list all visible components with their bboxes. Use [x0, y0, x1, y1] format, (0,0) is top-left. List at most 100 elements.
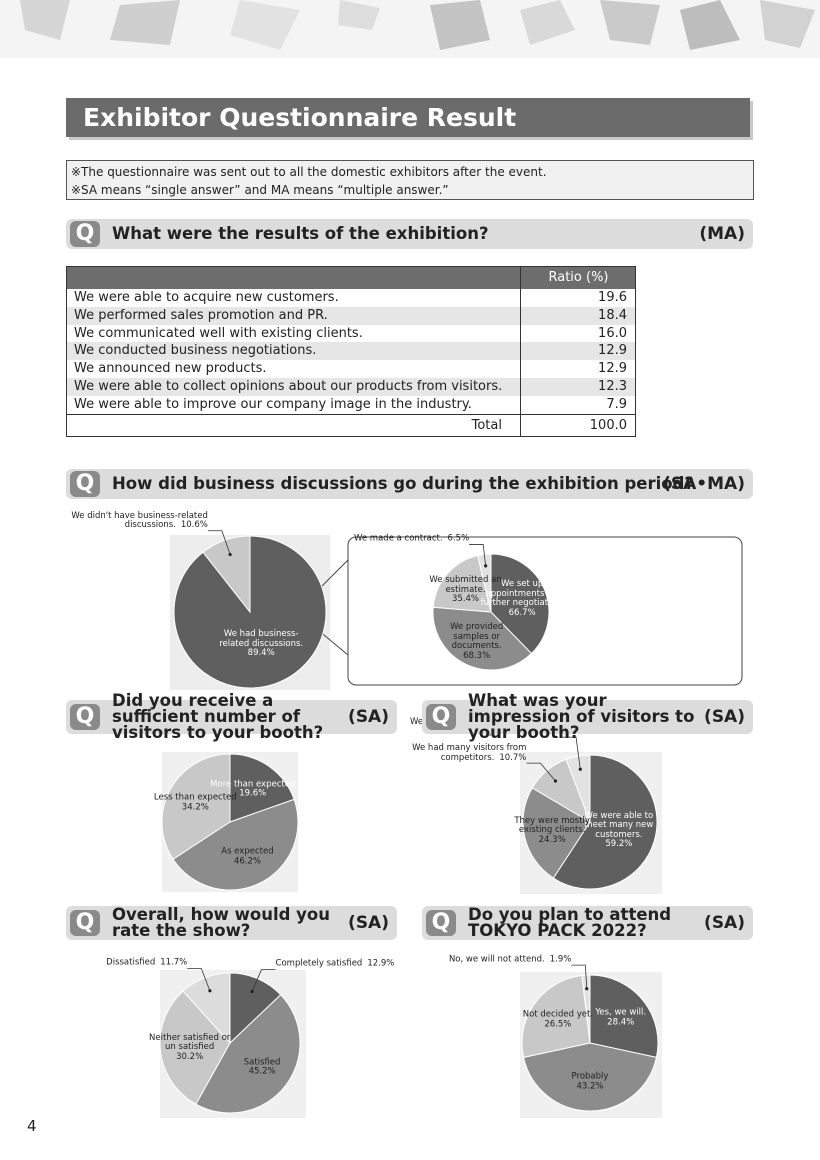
- question-header: Q How did business discussions go during …: [66, 469, 753, 499]
- slice-label: We were able to meet many new customers.…: [574, 810, 664, 850]
- value-label: 45.2%: [248, 1066, 276, 1077]
- question: What was your impression of visitors to …: [468, 691, 695, 742]
- slice-label: Neither satisfied or un satisfied 30.2%: [145, 1033, 235, 1062]
- leader-line: [526, 762, 556, 782]
- category-label: Satisfied: [243, 1057, 281, 1068]
- slice-label: We made a contract. 6.5%: [299, 533, 470, 545]
- answer-type: (SA): [704, 707, 745, 727]
- table-cell: 16.0: [598, 325, 627, 341]
- value-label: 10.7%: [499, 752, 527, 763]
- table-cell: We conducted business negotiations.: [74, 343, 317, 359]
- table-cell: We performed sales promotion and PR.: [74, 307, 328, 323]
- leader-line: [562, 736, 581, 770]
- slice-label: As expected 46.2%: [202, 847, 292, 867]
- category-label: Probably: [571, 1071, 609, 1082]
- leader-dot: [250, 989, 254, 994]
- slice-label: They were mostly existing clients. 24.3%: [507, 815, 597, 846]
- table-cell: 100.0: [589, 417, 627, 433]
- table-cell: 12.9: [598, 361, 627, 377]
- leader-dot: [553, 779, 558, 783]
- slice-label: No, we will not attend. 1.9%: [401, 954, 572, 966]
- table-row: [67, 378, 635, 396]
- value-label: 1.9%: [549, 954, 572, 965]
- question: Do you plan to attend TOKYO PACK 2022?: [468, 905, 672, 940]
- page-title: Exhibitor Questionnaire Result: [66, 98, 750, 137]
- question: Did you receive a sufficient number of v…: [112, 691, 324, 742]
- table-total-row: [67, 413, 635, 436]
- leader-line: [251, 969, 276, 992]
- leader-dot: [484, 564, 488, 568]
- slice-label: We submitted an estimate. 35.4%: [421, 574, 511, 605]
- slice-label: Not decided yet. 26.5%: [513, 1010, 603, 1030]
- pie-slice: [490, 553, 550, 655]
- category-label: We submitted an estimate.: [429, 574, 502, 595]
- value-label: 6.5%: [447, 533, 470, 544]
- value-label: 10.6%: [180, 520, 208, 531]
- table-cell: We announced new products.: [74, 361, 267, 377]
- slice-label: We set up appointments for further negot…: [477, 580, 567, 618]
- table-row: [67, 342, 635, 361]
- value-label: 11.7%: [160, 957, 188, 968]
- slice-label: We had many visitors from competitors. 10…: [356, 743, 527, 763]
- slice-label: We didn't have business-related discussi…: [38, 510, 208, 531]
- value-label: 28.4%: [607, 1017, 635, 1028]
- notes: ※The questionnaire was sent out to all t…: [66, 160, 754, 200]
- question: Overall, how would you rate the show?: [112, 905, 331, 940]
- table-cell: We were able to improve our company imag…: [74, 396, 472, 412]
- category-label: Neither satisfied or un satisfied: [149, 1032, 231, 1052]
- answer-type: (SA): [348, 913, 389, 933]
- question-header: Q What was your impression of visitors to…: [422, 692, 753, 741]
- q-icon: Q: [70, 471, 100, 497]
- answer-type: (SA): [704, 913, 745, 933]
- q-icon: Q: [70, 910, 100, 936]
- slice-label: We provided samples or documents. 68.3%: [432, 623, 522, 661]
- slice-label: Completely satisfied 12.9%: [275, 958, 446, 970]
- pie-slice: [159, 990, 231, 1105]
- answer-type: (MA): [699, 224, 745, 244]
- table-cell: 12.3: [598, 379, 627, 394]
- category-label: We didn't have business-related discussi…: [71, 510, 208, 531]
- leader-dot: [585, 987, 589, 991]
- pie-slice: [195, 994, 301, 1114]
- pie-slice: [172, 798, 299, 891]
- question-header: Q Do you plan to attend TOKYO PACK 2022? (…: [422, 906, 753, 940]
- pie-slice: [161, 753, 231, 860]
- category-label: No, we will not attend.: [448, 954, 545, 965]
- answer-type: (SA•MA): [663, 474, 745, 494]
- leader-dot: [228, 552, 232, 557]
- value-label: 59.2%: [605, 839, 633, 850]
- value-label: 19.6%: [239, 788, 267, 799]
- category-label: More than expected: [210, 779, 296, 790]
- q-icon: Q: [426, 704, 456, 730]
- category-label: We provided samples or documents.: [450, 622, 504, 652]
- table-row: [67, 306, 635, 325]
- page-number: 4: [27, 1117, 37, 1135]
- answer-type: (SA): [348, 707, 389, 727]
- value-label: 30.2%: [176, 1051, 204, 1062]
- table-row: [67, 360, 635, 378]
- q-icon: Q: [426, 910, 456, 936]
- note: ※The questionnaire was sent out to all t…: [71, 165, 547, 179]
- banner: [0, 0, 820, 58]
- category-label: We were able to meet many new customers.: [584, 810, 654, 840]
- category-label: Dissatisfied: [106, 957, 156, 968]
- q-icon: Q: [70, 704, 100, 730]
- table-cell: We were able to collect opinions about o…: [74, 379, 503, 394]
- value-label: 24.3%: [538, 834, 566, 845]
- leader-dot: [578, 767, 582, 771]
- table-cell: We communicated well with existing clien…: [74, 325, 363, 341]
- value-label: 34.2%: [181, 802, 209, 813]
- question: What were the results of the exhibition?: [112, 224, 489, 243]
- category-label: They were mostly existing clients.: [514, 815, 590, 836]
- category-label: We made a contract.: [353, 533, 443, 544]
- pie-slice: [521, 974, 591, 1059]
- question-header: Q What were the results of the exhibition…: [66, 219, 753, 249]
- question: How did business discussions go during t…: [112, 474, 694, 493]
- leader-dot: [208, 989, 212, 993]
- category-label: Completely satisfied: [275, 958, 363, 969]
- category-label: Yes, we will.: [595, 1007, 647, 1018]
- table-cell: We were able to acquire new customers.: [74, 290, 339, 305]
- slice-label: Satisfied 45.2%: [217, 1058, 307, 1077]
- table: Ratio (%) We were able to acquire new cus…: [66, 266, 636, 437]
